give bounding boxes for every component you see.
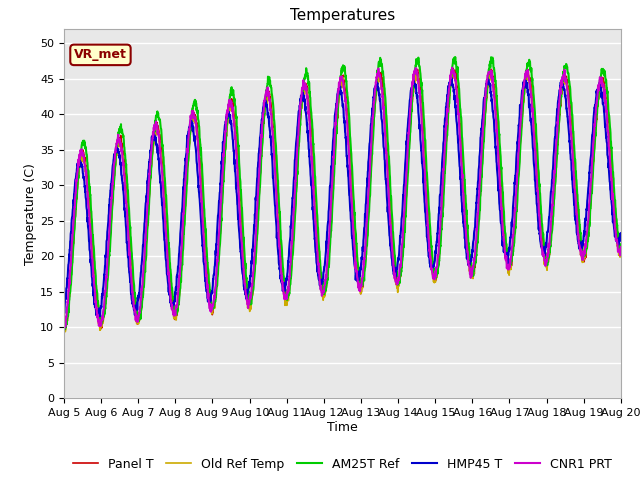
Y-axis label: Temperature (C): Temperature (C) [24,163,37,264]
AM25T Ref [61,326,68,332]
Line: Old Ref Temp: Old Ref Temp [64,72,621,335]
CNR1 PRT [505,266,513,272]
Old Ref Temp [568,132,575,138]
HMP45 T [568,177,576,182]
Text: VR_met: VR_met [74,48,127,61]
HMP45 T [60,306,68,312]
CNR1 PRT [60,322,68,327]
Line: CNR1 PRT: CNR1 PRT [64,68,621,329]
Panel T [359,280,367,286]
Old Ref Temp [371,108,378,114]
AM25T Ref [216,245,223,251]
CNR1 PRT [617,244,625,250]
AM25T Ref [584,232,591,238]
Panel T [505,266,513,272]
Panel T [371,104,379,110]
CNR1 PRT [216,225,223,230]
X-axis label: Time: Time [327,421,358,434]
AM25T Ref [617,245,625,251]
AM25T Ref [451,54,459,60]
HMP45 T [216,194,223,200]
Old Ref Temp [413,69,420,74]
AM25T Ref [359,282,367,288]
Panel T [449,66,457,72]
Old Ref Temp [358,286,366,291]
HMP45 T [359,244,367,250]
Panel T [617,249,625,254]
HMP45 T [505,250,513,256]
Line: Panel T: Panel T [64,69,621,331]
Panel T [60,328,68,334]
Panel T [60,327,68,333]
Panel T [216,240,223,245]
AM25T Ref [60,324,68,330]
Legend: Panel T, Old Ref Temp, AM25T Ref, HMP45 T, CNR1 PRT: Panel T, Old Ref Temp, AM25T Ref, HMP45 … [68,453,616,476]
CNR1 PRT [60,326,68,332]
HMP45 T [371,85,379,91]
HMP45 T [94,315,102,321]
HMP45 T [617,231,625,237]
Line: AM25T Ref: AM25T Ref [64,57,621,329]
Old Ref Temp [216,241,223,247]
AM25T Ref [568,112,576,118]
Old Ref Temp [504,269,512,275]
AM25T Ref [371,106,379,111]
Old Ref Temp [60,332,68,338]
Panel T [568,129,576,135]
Old Ref Temp [617,252,625,258]
Title: Temperatures: Temperatures [290,9,395,24]
Old Ref Temp [584,238,591,243]
CNR1 PRT [359,273,367,279]
HMP45 T [584,196,591,202]
CNR1 PRT [371,90,379,96]
CNR1 PRT [448,65,456,71]
Panel T [584,234,591,240]
CNR1 PRT [568,146,576,152]
AM25T Ref [505,258,513,264]
HMP45 T [448,75,456,81]
CNR1 PRT [584,222,591,228]
Line: HMP45 T: HMP45 T [64,78,621,318]
